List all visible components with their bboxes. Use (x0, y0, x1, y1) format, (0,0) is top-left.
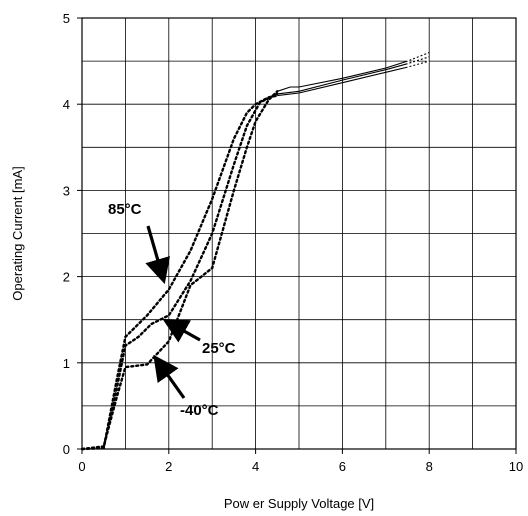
annotation-arrow (145, 225, 170, 285)
y-tick-label: 5 (63, 11, 70, 26)
series-line-solid-1 (277, 60, 430, 97)
y-tick-label: 2 (63, 270, 70, 285)
x-tick-label: 4 (252, 459, 259, 474)
y-tick-label: 3 (63, 183, 70, 198)
y-tick-label: 0 (63, 442, 70, 457)
x-axis-label: Pow er Supply Voltage [V] (224, 496, 374, 511)
y-tick-label: 4 (63, 97, 70, 112)
y-tick-label: 1 (63, 356, 70, 371)
annotation-arrow (153, 354, 186, 399)
x-tick-label: 10 (509, 459, 523, 474)
annotation-arrow (162, 318, 201, 343)
chart-series-layer (80, 51, 430, 451)
series-line-dotted-2 (80, 92, 279, 451)
y-axis-label: Operating Current [mA] (10, 166, 25, 300)
x-tick-label: 6 (339, 459, 346, 474)
series-line-solid-2 (277, 56, 430, 95)
x-tick-label: 2 (165, 459, 172, 474)
chart-ticks: 0 2 4 6 8 10 0 1 2 3 4 5 (63, 11, 523, 474)
annotation-label: 85°C (108, 201, 142, 218)
series-line-solid-3 (277, 51, 430, 92)
chart-annotations: 85°C 25°C -40°C (108, 201, 236, 419)
x-tick-label: 0 (78, 459, 85, 474)
annotation-label: -40°C (180, 402, 219, 419)
annotation-label: 25°C (202, 340, 236, 357)
x-tick-label: 8 (426, 459, 433, 474)
plot-frame (81, 17, 517, 450)
series-line-dotted-3 (80, 90, 279, 451)
chart-grid (82, 18, 516, 449)
series-line-dotted-1 (80, 94, 279, 451)
